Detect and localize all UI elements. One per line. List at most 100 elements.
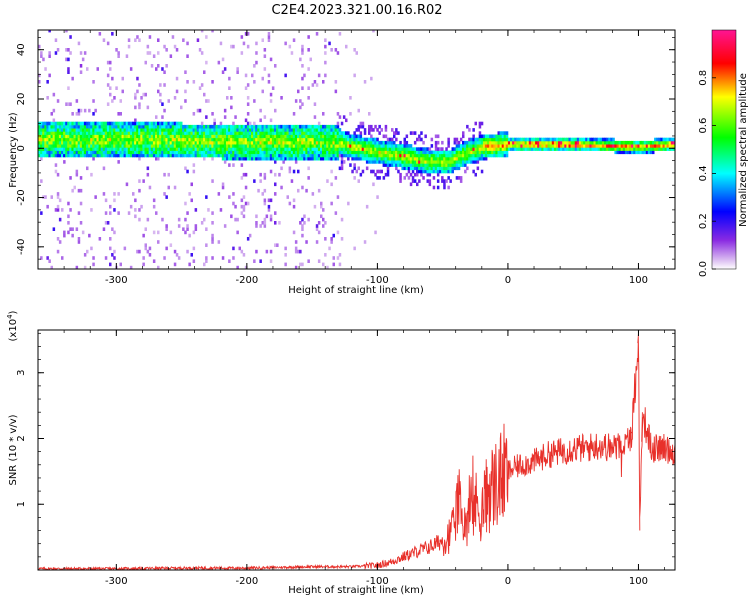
spectrogram-cell: [424, 134, 427, 139]
spectrogram-cell: [274, 140, 277, 145]
spectrogram-cell: [159, 134, 162, 139]
spectrogram-cell: [292, 128, 296, 132]
spectrogram-cell: [292, 204, 296, 209]
spectrogram-cell: [205, 115, 208, 119]
spectrogram-cell: [424, 160, 427, 164]
spectrogram-cell: [217, 147, 221, 151]
spectrogram-cell: [418, 160, 421, 164]
spectrogram-cell: [221, 137, 225, 142]
spectrogram-cell: [125, 137, 129, 142]
spectrogram-cell: [134, 137, 137, 142]
spectrogram-cell: [90, 208, 93, 212]
spectrogram-cell: [501, 153, 505, 158]
spectrogram-cell: [403, 137, 406, 142]
spectrogram-cell: [263, 156, 267, 161]
spectrogram-cell: [142, 147, 145, 151]
spectrogram-cell: [67, 70, 70, 74]
spectrogram-cell: [127, 121, 131, 126]
spectrogram-cell: [98, 32, 102, 36]
spectrogram-cell: [520, 140, 523, 145]
spectrogram-cell: [441, 169, 444, 174]
spectrogram-cell: [564, 147, 567, 151]
spectrogram-cell: [111, 128, 114, 132]
spectrogram-cell: [259, 137, 262, 142]
spectrogram-cell: [284, 134, 287, 139]
spectrogram-cell: [436, 172, 440, 177]
spectrogram-cell: [44, 147, 47, 151]
spectrogram-cell: [380, 160, 383, 164]
spectrogram-cell: [462, 140, 465, 145]
spectrogram-cell: [113, 150, 116, 155]
spectrogram-cell: [83, 51, 87, 55]
spectrogram-cell: [347, 201, 350, 206]
spectrogram-cell: [217, 137, 221, 142]
spectrogram-cell: [271, 134, 275, 139]
spectrogram-cell: [660, 147, 663, 151]
spectrogram-cell: [474, 137, 477, 142]
spectrogram-cell: [330, 201, 333, 206]
spectrogram-cell: [98, 121, 102, 126]
spectrogram-cell: [476, 144, 480, 148]
spectrogram-cell: [71, 150, 74, 155]
spectrogram-cell: [132, 147, 135, 151]
spectrogram-cell: [198, 134, 202, 139]
spectrogram-cell: [622, 150, 626, 155]
spectrogram-cell: [228, 150, 231, 155]
spectrogram-cell: [556, 140, 559, 145]
spectrogram-cell: [581, 140, 584, 145]
spectrogram-cell: [58, 150, 62, 155]
spectrogram-cell: [315, 150, 319, 155]
spectrogram-cell: [228, 134, 231, 139]
spectrogram-cell: [301, 147, 304, 151]
spectrogram-cell: [38, 73, 41, 78]
spectrogram-cell: [67, 67, 70, 71]
spectrogram-cell: [322, 208, 325, 212]
spectrogram-cell: [411, 160, 415, 164]
spectrogram-cell: [359, 124, 363, 129]
spectrogram-cell: [480, 169, 484, 174]
spectrogram-cell: [313, 153, 317, 158]
spectrogram-cell: [411, 131, 415, 135]
spectrogram-cell: [274, 182, 277, 187]
spectrogram-cell: [200, 144, 204, 148]
spectrogram-cell: [150, 137, 154, 142]
spectrogram-cell: [92, 150, 95, 155]
spectrogram-cell: [248, 124, 252, 129]
spectrogram-cell: [378, 176, 381, 180]
spectrogram-cell: [92, 121, 95, 126]
spectrogram-cell: [474, 156, 477, 161]
spectrogram-cell: [46, 204, 49, 209]
spectrogram-cell: [242, 195, 246, 199]
spectrogram-cell: [50, 153, 53, 158]
spectrogram-cell: [604, 144, 607, 148]
spectrogram-cell: [138, 179, 141, 183]
spectrogram-cell: [449, 163, 452, 167]
spectrogram-cell: [146, 166, 150, 171]
spectrogram-cell: [102, 128, 106, 132]
spectrogram-cell: [140, 124, 143, 129]
spectrogram-cell: [545, 144, 548, 148]
spectrogram-cell: [547, 147, 551, 151]
spectrogram-cell: [69, 150, 72, 155]
spectrogram-cell: [286, 134, 289, 139]
spectrogram-cell: [83, 108, 87, 113]
spectrogram-cell: [40, 124, 43, 129]
spectrogram-cell: [447, 144, 450, 148]
spectrogram-cell: [464, 169, 467, 174]
spectrogram-cell: [73, 134, 76, 139]
spectrogram-cell: [232, 140, 235, 145]
spectrogram-cell: [368, 140, 371, 145]
spectrogram-cell: [633, 140, 636, 145]
spectrogram-cell: [497, 137, 500, 142]
spectrogram-cell: [578, 140, 582, 145]
spectrogram-cell: [69, 128, 72, 132]
spectrogram-cell: [50, 144, 53, 148]
spectrogram-cell: [453, 150, 457, 155]
spectrogram-cell: [232, 150, 235, 155]
spectrogram-cell: [228, 144, 231, 148]
spectrogram-cell: [271, 131, 275, 135]
spectrogram-cell: [328, 246, 331, 251]
spectrogram-cell: [119, 134, 122, 139]
spectrogram-cell: [315, 32, 319, 36]
spectrogram-cell: [322, 134, 325, 139]
